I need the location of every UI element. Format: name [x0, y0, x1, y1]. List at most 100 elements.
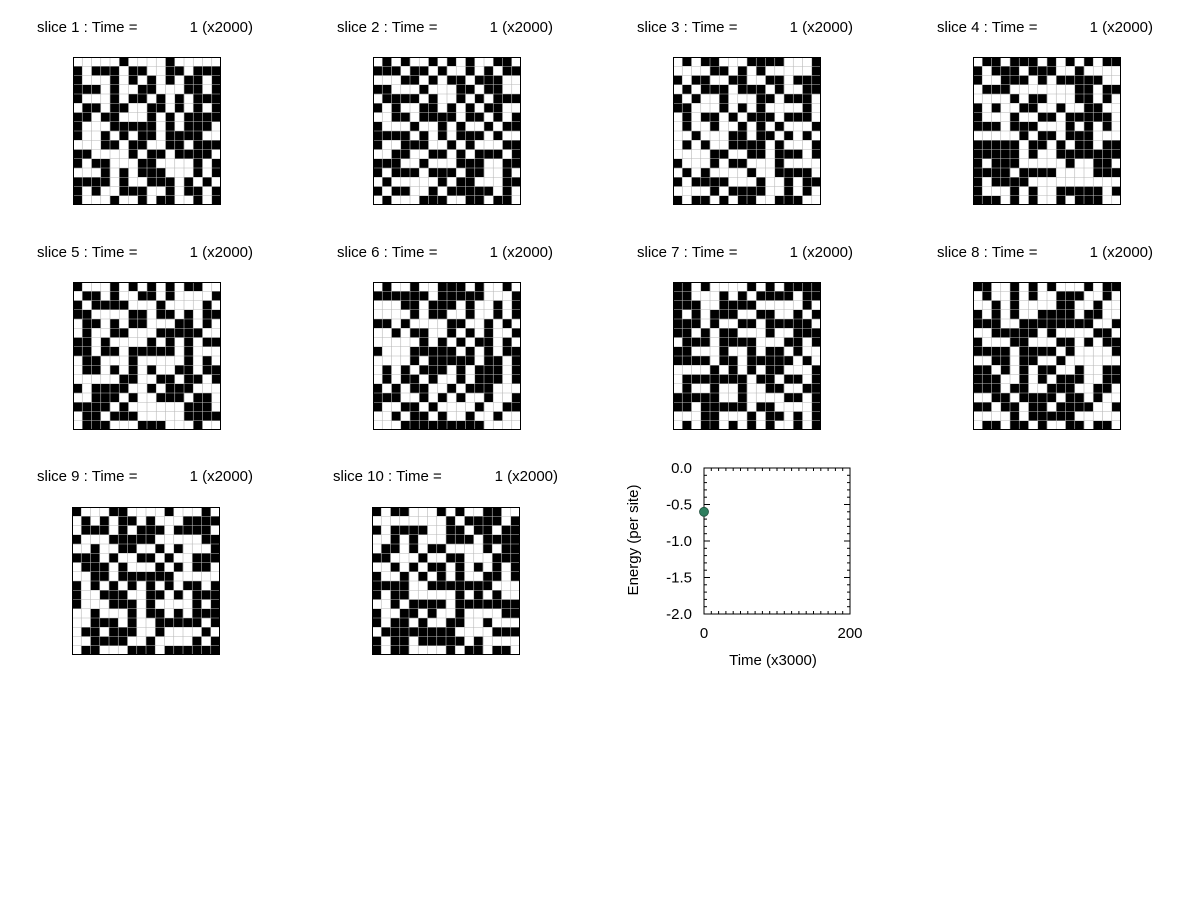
- occupied-site: [73, 177, 83, 187]
- occupied-site: [409, 544, 419, 554]
- occupied-site: [474, 282, 485, 292]
- occupied-site: [1084, 186, 1094, 196]
- occupied-site: [973, 149, 983, 159]
- occupied-site: [73, 300, 83, 310]
- occupied-site: [991, 346, 1001, 357]
- occupied-site: [474, 158, 485, 169]
- occupied-site: [765, 346, 775, 357]
- occupied-site: [391, 393, 401, 403]
- occupied-site: [1074, 186, 1085, 196]
- occupied-site: [747, 168, 757, 178]
- occupied-site: [410, 66, 420, 76]
- occupied-site: [1084, 337, 1094, 347]
- occupied-site: [155, 608, 165, 619]
- occupied-site: [202, 94, 212, 104]
- occupied-site: [127, 627, 137, 637]
- occupied-site: [1028, 328, 1038, 338]
- occupied-site: [165, 374, 175, 384]
- occupied-site: [147, 149, 157, 159]
- occupied-site: [756, 186, 766, 196]
- grid-border: [372, 507, 520, 655]
- occupied-site: [973, 383, 983, 394]
- occupied-site: [991, 149, 1001, 159]
- occupied-site: [201, 507, 211, 517]
- occupied-site: [146, 525, 156, 535]
- occupied-site: [1010, 328, 1020, 338]
- slice-title: slice 2 : Time = 1 (x2000): [337, 18, 553, 38]
- occupied-site: [1084, 195, 1094, 205]
- occupied-site: [409, 534, 419, 545]
- occupied-site: [793, 282, 803, 292]
- occupied-site: [774, 195, 785, 205]
- occupied-site: [793, 393, 803, 403]
- occupied-site: [381, 581, 391, 591]
- occupied-site: [382, 195, 392, 205]
- occupied-site: [372, 618, 382, 628]
- occupied-site: [673, 195, 683, 205]
- occupied-site: [211, 103, 221, 113]
- occupied-site: [1056, 309, 1066, 320]
- occupied-site: [193, 393, 203, 403]
- occupied-site: [1000, 402, 1011, 412]
- occupied-site: [682, 420, 692, 430]
- occupied-site: [100, 346, 111, 357]
- occupied-site: [811, 374, 821, 384]
- occupied-site: [484, 186, 494, 196]
- occupied-site: [982, 57, 992, 67]
- occupied-site: [165, 383, 175, 394]
- occupied-site: [1056, 140, 1066, 150]
- occupied-site: [147, 291, 157, 301]
- occupied-site: [165, 121, 175, 132]
- occupied-site: [193, 411, 203, 421]
- occupied-site: [673, 393, 683, 403]
- occupied-site: [390, 581, 400, 591]
- occupied-site: [1028, 195, 1038, 205]
- occupied-site: [793, 374, 803, 384]
- occupied-site: [784, 282, 794, 292]
- occupied-site: [682, 328, 692, 338]
- occupied-site: [737, 383, 748, 394]
- slice-label: slice 4 : Time =: [937, 19, 1038, 36]
- occupied-site: [1065, 300, 1075, 310]
- occupied-site: [710, 186, 720, 196]
- occupied-site: [1010, 186, 1020, 196]
- occupied-site: [464, 516, 474, 526]
- slice-title: slice 5 : Time = 1 (x2000): [37, 243, 253, 263]
- occupied-site: [1000, 149, 1011, 159]
- occupied-site: [165, 337, 175, 347]
- occupied-site: [156, 393, 166, 403]
- occupied-site: [493, 411, 503, 421]
- occupied-site: [164, 645, 174, 655]
- occupied-site: [156, 168, 166, 178]
- occupied-site: [390, 645, 400, 655]
- occupied-site: [474, 291, 485, 301]
- occupied-site: [193, 158, 203, 169]
- occupied-site: [1037, 346, 1048, 357]
- occupied-site: [973, 140, 983, 150]
- occupied-site: [155, 571, 165, 582]
- slice-title: slice 7 : Time = 1 (x2000): [637, 243, 853, 263]
- occupied-site: [991, 57, 1001, 67]
- occupied-site: [811, 75, 821, 85]
- occupied-site: [372, 553, 382, 563]
- occupied-site: [1037, 411, 1048, 421]
- occupied-site: [72, 581, 82, 591]
- grid-border: [73, 57, 221, 205]
- occupied-site: [156, 374, 166, 384]
- occupied-site: [400, 131, 411, 141]
- occupied-site: [1028, 319, 1038, 329]
- occupied-site: [1093, 158, 1103, 169]
- occupied-site: [1019, 328, 1029, 338]
- occupied-site: [427, 627, 437, 637]
- occupied-site: [719, 356, 729, 366]
- occupied-site: [793, 420, 803, 430]
- occupied-site: [737, 337, 748, 347]
- slice-title: slice 4 : Time = 1 (x2000): [937, 18, 1153, 38]
- occupied-site: [774, 149, 785, 159]
- occupied-site: [109, 553, 119, 563]
- slice-label: slice 6 : Time =: [337, 244, 438, 261]
- occupied-site: [691, 177, 701, 187]
- occupied-site: [493, 300, 503, 310]
- occupied-site: [211, 112, 221, 122]
- occupied-site: [201, 525, 211, 535]
